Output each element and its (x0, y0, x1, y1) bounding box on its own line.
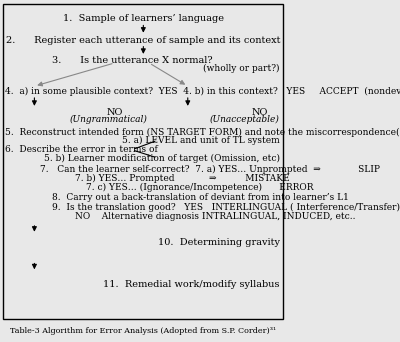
Text: (Unacceptable): (Unacceptable) (210, 115, 280, 123)
Text: 11.  Remedial work/modify syllabus: 11. Remedial work/modify syllabus (103, 280, 280, 289)
Text: 5. b) Learner modification of target (Omission, etc): 5. b) Learner modification of target (Om… (44, 154, 280, 162)
Text: 6.  Describe the error in terms of: 6. Describe the error in terms of (5, 145, 158, 154)
Text: 1.  Sample of learners’ language: 1. Sample of learners’ language (63, 14, 224, 23)
Text: 9.  Is the translation good?   YES   INTERLINGUAL ( Interference/Transfer): 9. Is the translation good? YES INTERLIN… (52, 203, 400, 212)
Text: 3.      Is the utterance X normal?: 3. Is the utterance X normal? (52, 56, 212, 65)
Text: NO    Alternative diagnosis INTRALINGUAL, INDUCED, etc..: NO Alternative diagnosis INTRALINGUAL, I… (74, 212, 355, 221)
Text: 7.   Can the learner self-correct?  7. a) YES… Unprompted  ⇒             SLIP: 7. Can the learner self-correct? 7. a) Y… (40, 165, 380, 174)
Text: (Ungrammatical): (Ungrammatical) (70, 115, 148, 123)
Text: 7. b) YES… Prompted            ⇒          MISTAKE: 7. b) YES… Prompted ⇒ MISTAKE (74, 174, 289, 183)
Text: 2.      Register each utterance of sample and its context: 2. Register each utterance of sample and… (6, 36, 280, 44)
Text: NO: NO (252, 108, 268, 117)
Text: 10.  Determining gravity: 10. Determining gravity (158, 238, 280, 247)
Text: Table-3 Algorithm for Error Analysis (Adopted from S.P. Corder)³¹: Table-3 Algorithm for Error Analysis (Ad… (10, 327, 276, 335)
Text: (wholly or part?): (wholly or part?) (203, 64, 280, 73)
Text: 4.  a) in some plausible context?  YES  4. b) in this context?   YES     ACCEPT : 4. a) in some plausible context? YES 4. … (5, 87, 400, 96)
Text: NO: NO (106, 108, 123, 117)
Text: 5.  Reconstruct intended form (NS TARGET FORM) and note the miscorrespondence(s): 5. Reconstruct intended form (NS TARGET … (5, 128, 400, 137)
Text: 5. a) LEVEL and unit of TL system: 5. a) LEVEL and unit of TL system (122, 136, 280, 145)
Text: 7. c) YES… (Ignorance/Incompetence)      ERROR: 7. c) YES… (Ignorance/Incompetence) ERRO… (86, 183, 314, 192)
Text: 8.  Carry out a back-translation of deviant from into learner’s L1: 8. Carry out a back-translation of devia… (52, 193, 348, 202)
